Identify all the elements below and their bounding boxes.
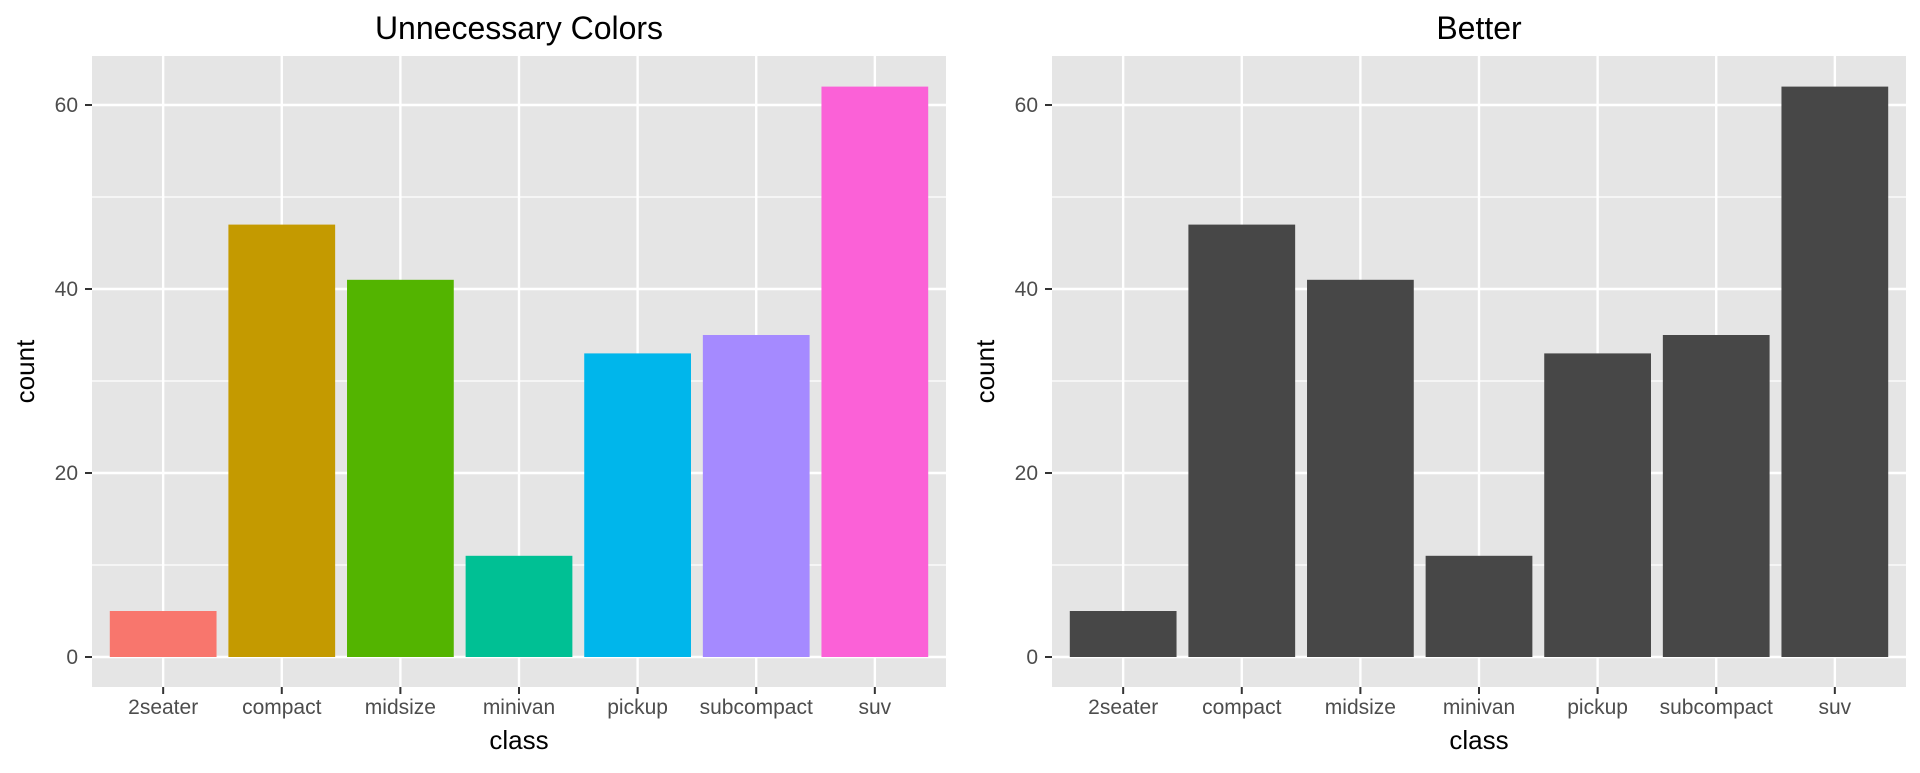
y-tick-label: 40	[55, 278, 78, 301]
x-axis-title: class	[489, 725, 548, 755]
bar-subcompact	[702, 335, 810, 657]
bar-midsize	[347, 279, 454, 657]
bar-suv	[821, 86, 929, 658]
x-tick-label: minivan	[483, 696, 555, 719]
bar-compact	[1188, 224, 1296, 657]
y-tick-label: 60	[1015, 94, 1038, 117]
y-tick-label: 20	[55, 462, 78, 485]
y-tick-label: 20	[1015, 462, 1038, 485]
chart-title: Better	[1436, 10, 1522, 46]
y-tick-label: 0	[66, 646, 78, 669]
chart-panel-1: 0 20 40 60 2seater compact midsize minivan picku…	[10, 10, 946, 755]
y-axis-title: count	[970, 339, 1000, 403]
y-tick-label: 40	[1015, 278, 1038, 301]
x-tick-label: pickup	[607, 696, 668, 719]
bar-pickup	[584, 353, 691, 657]
x-tick-label: 2seater	[1088, 696, 1158, 719]
bar-compact	[228, 224, 336, 657]
bar-minivan	[465, 555, 573, 657]
x-tick-label: compact	[242, 696, 322, 719]
x-tick-label: compact	[1202, 696, 1282, 719]
bar-pickup	[1544, 353, 1651, 657]
bar-midsize	[1307, 279, 1414, 657]
x-tick-label: midsize	[365, 696, 436, 719]
x-tick-label: 2seater	[128, 696, 198, 719]
y-axis-title: count	[10, 339, 40, 403]
y-tick-label: 60	[55, 94, 78, 117]
y-tick-label: 0	[1026, 646, 1038, 669]
x-tick-label: suv	[858, 696, 891, 719]
x-tick-label: suv	[1818, 696, 1851, 719]
x-tick-label: subcompact	[700, 696, 813, 719]
x-tick-label: minivan	[1443, 696, 1515, 719]
bar-suv	[1781, 86, 1889, 658]
bar-2seater	[1069, 611, 1177, 657]
x-tick-label: midsize	[1325, 696, 1396, 719]
chart-title: Unnecessary Colors	[375, 10, 663, 46]
x-tick-label: subcompact	[1660, 696, 1773, 719]
x-axis-title: class	[1449, 725, 1508, 755]
bar-2seater	[109, 611, 217, 657]
x-tick-label: pickup	[1567, 696, 1628, 719]
bar-subcompact	[1662, 335, 1770, 657]
chart-panel-2: 0 20 40 60 2seater compact midsize minivan picku…	[970, 10, 1906, 755]
bar-minivan	[1425, 555, 1533, 657]
